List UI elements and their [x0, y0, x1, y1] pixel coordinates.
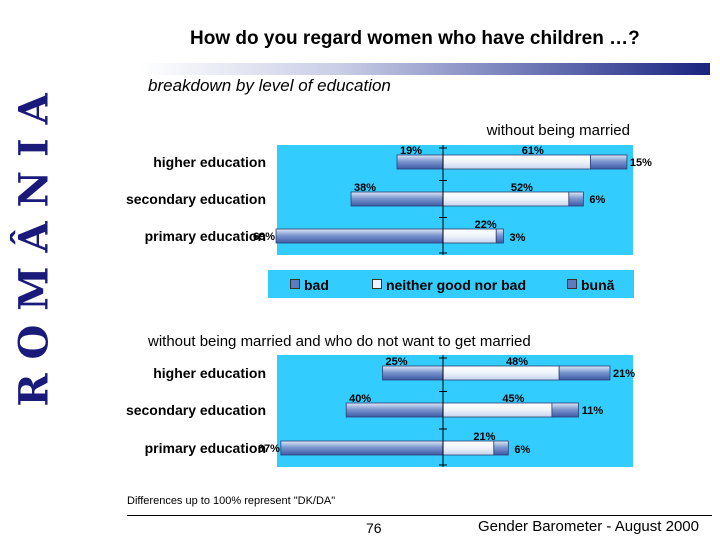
chart1-label-neither: 61% [522, 145, 544, 157]
chart1-label-good: 15% [630, 157, 652, 169]
chart2-bar-bad [280, 440, 444, 456]
page-title: How do you regard women who have childre… [190, 28, 640, 49]
legend-item-bad: bad [290, 277, 329, 293]
chart2-bar-good [558, 365, 611, 381]
chart1-title: without being married [486, 122, 630, 139]
chart2-bar-neither [442, 402, 553, 418]
title-gradient-rule [140, 63, 710, 75]
chart2-label-good: 11% [582, 405, 604, 417]
chart2-category-label: primary education [145, 440, 266, 456]
legend-label-bad: bad [304, 277, 329, 293]
legend-label-good: bună [581, 277, 615, 293]
chart1-label-bad: 69% [253, 231, 275, 243]
chart1-bar-good [495, 228, 504, 244]
chart1-bar-bad [275, 228, 444, 244]
chart2-category-label: secondary education [126, 402, 266, 418]
chart2-bar-neither [442, 365, 560, 381]
chart2-label-neither: 48% [506, 356, 528, 368]
chart1-bar-neither [442, 228, 497, 244]
legend-swatch-neither [372, 279, 382, 289]
page-number: 76 [366, 520, 382, 536]
chart1-label-good: 3% [510, 232, 526, 244]
chart2-label-bad: 67% [258, 443, 280, 455]
footer-rule [127, 515, 712, 516]
chart2-label-neither: 45% [502, 393, 524, 405]
chart1-bar-bad [350, 191, 444, 207]
chart1-label-bad: 19% [400, 145, 422, 157]
page-subtitle: breakdown by level of education [148, 76, 391, 95]
chart2-label-good: 21% [613, 368, 635, 380]
chart2-bar-good [551, 402, 579, 418]
legend-label-neither: neither good nor bad [386, 277, 526, 293]
chart2-bar-neither [442, 440, 495, 456]
chart1-category-label: primary education [145, 228, 266, 244]
chart1-label-neither: 52% [511, 182, 533, 194]
footer-source: Gender Barometer - August 2000 [478, 518, 699, 535]
legend-item-good: bună [567, 277, 614, 293]
chart1-bar-neither [442, 154, 592, 170]
chart2-label-neither: 21% [473, 431, 495, 443]
chart2-label-bad: 25% [385, 356, 407, 368]
chart2-category-label: higher education [153, 365, 266, 381]
chart1-bar-bad [396, 154, 444, 170]
chart2-label-bad: 40% [349, 393, 371, 405]
chart1-category-label: higher education [153, 154, 266, 170]
chart2-label-good: 6% [514, 444, 530, 456]
legend-swatch-bad [290, 279, 300, 289]
chart1-label-neither: 22% [475, 219, 497, 231]
chart2-bar-bad [345, 402, 444, 418]
legend-swatch-good [567, 279, 577, 289]
chart1-label-bad: 38% [354, 182, 376, 194]
chart2-title: without being married and who do not wan… [148, 333, 531, 350]
chart2-bar-good [493, 440, 509, 456]
chart2-bar-bad [382, 365, 444, 381]
chart1-bar-good [568, 191, 584, 207]
legend-item-neither: neither good nor bad [372, 277, 526, 293]
chart1-label-good: 6% [589, 194, 605, 206]
chart1-bar-neither [442, 191, 570, 207]
chart1-bar-good [590, 154, 628, 170]
footnote: Differences up to 100% represent "DK/DA" [127, 495, 336, 507]
legend: bad neither good nor bad bună [268, 270, 634, 298]
chart1-category-label: secondary education [126, 191, 266, 207]
